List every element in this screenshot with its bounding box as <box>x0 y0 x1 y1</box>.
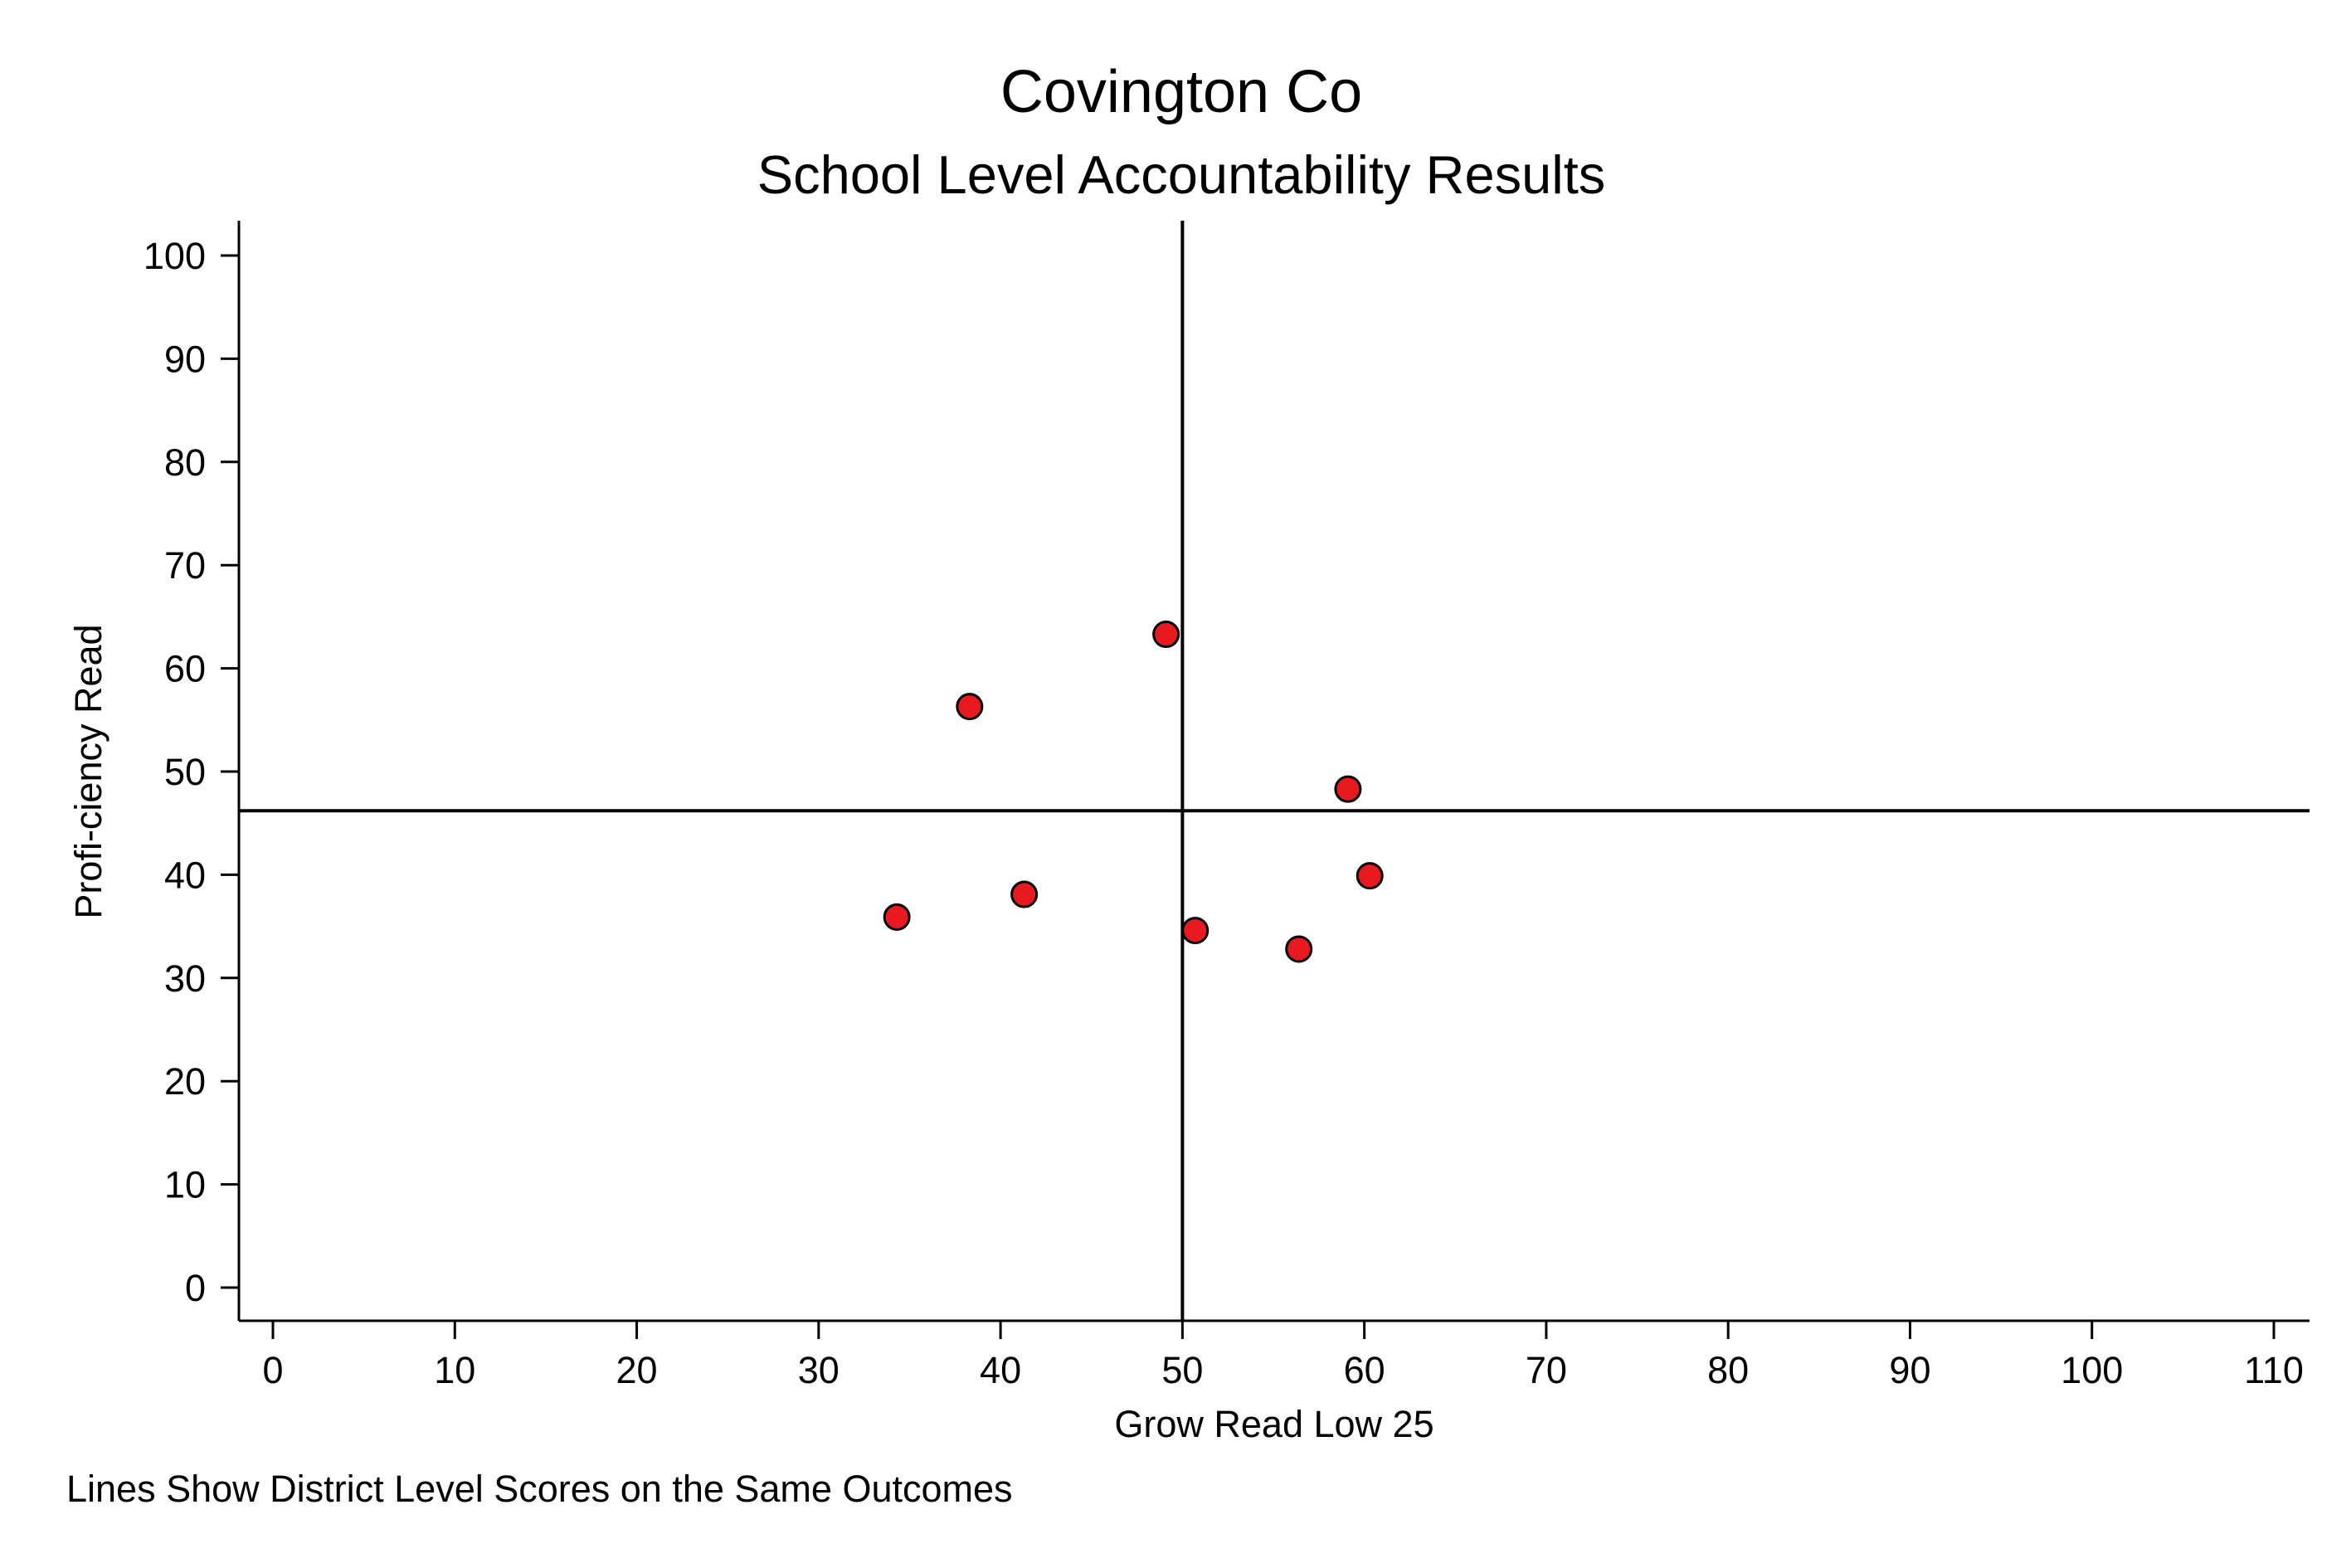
y-tick-label: 100 <box>144 235 206 277</box>
district-reference-lines <box>239 221 2310 1321</box>
y-tick-label: 70 <box>164 544 206 587</box>
x-tick-label: 100 <box>2061 1349 2123 1391</box>
data-points <box>883 621 1384 963</box>
x-tick-label: 0 <box>262 1349 283 1391</box>
y-tick-label: 40 <box>164 854 206 896</box>
data-point <box>883 903 911 931</box>
x-tick-label: 40 <box>980 1349 1021 1391</box>
data-point <box>1285 935 1313 963</box>
y-tick-label: 10 <box>164 1164 206 1206</box>
x-axis-title: Grow Read Low 25 <box>1114 1403 1433 1445</box>
data-point <box>1152 621 1180 649</box>
y-axis: 0 10 20 30 40 50 60 70 80 90 100 <box>144 221 241 1321</box>
chart-note: Lines Show District Level Scores on the … <box>66 1468 1013 1510</box>
data-point <box>1356 862 1384 890</box>
x-tick-label: 20 <box>616 1349 658 1391</box>
data-point <box>956 693 984 721</box>
chart-subtitle: School Level Accountability Results <box>757 144 1606 205</box>
x-axis: 0 10 20 30 40 50 60 70 80 90 100 110 <box>239 1319 2310 1391</box>
x-tick-label: 60 <box>1344 1349 1385 1391</box>
data-point <box>1334 775 1362 803</box>
x-tick-label: 30 <box>798 1349 840 1391</box>
x-tick-label: 70 <box>1526 1349 1567 1391</box>
y-axis-title: Profi-ciency Read <box>67 624 110 918</box>
y-tick-label: 20 <box>164 1060 206 1103</box>
data-point <box>1181 917 1210 945</box>
x-tick-label: 10 <box>434 1349 475 1391</box>
y-tick-label: 60 <box>164 648 206 690</box>
x-tick-label: 110 <box>2244 1349 2304 1391</box>
y-tick-label: 50 <box>164 751 206 793</box>
chart-title: Covington Co <box>1000 59 1362 125</box>
y-tick-label: 30 <box>164 957 206 1000</box>
y-tick-label: 90 <box>164 338 206 380</box>
y-tick-label: 80 <box>164 441 206 484</box>
y-tick-label: 0 <box>185 1267 206 1309</box>
x-tick-label: 80 <box>1707 1349 1749 1391</box>
data-point <box>1010 880 1039 908</box>
x-tick-label: 50 <box>1161 1349 1203 1391</box>
x-tick-label: 90 <box>1889 1349 1930 1391</box>
